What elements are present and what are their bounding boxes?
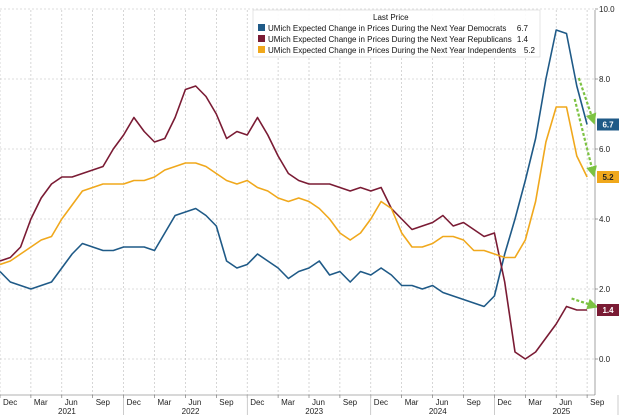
x-tick-label: Mar	[405, 398, 419, 407]
x-tick-label: Dec	[497, 398, 511, 407]
y-tick-label: 6.0	[599, 145, 611, 154]
last-value-tag-democrats	[597, 118, 619, 131]
trend-arrow-democrats	[577, 77, 597, 125]
x-tick-label: Jun	[312, 398, 325, 407]
last-value-label-republicans: 1.4	[602, 306, 614, 315]
last-value-tag-independents	[597, 171, 619, 183]
series-line-independents	[0, 106, 588, 266]
series-line-republicans	[0, 85, 588, 360]
trend-arrow-independents	[573, 98, 597, 178]
x-tick-label: Dec	[3, 398, 17, 407]
y-tick-label: 4.0	[599, 215, 611, 224]
legend-swatch-independents	[258, 46, 265, 53]
trend-arrows	[571, 77, 599, 310]
x-tick-label: Dec	[374, 398, 388, 407]
x-tick-label: Jun	[436, 398, 449, 407]
x-tick-label: Jun	[65, 398, 78, 407]
legend-swatch-democrats	[258, 24, 265, 31]
x-tick-label: Sep	[467, 398, 482, 407]
x-tick-label: Jun	[188, 398, 201, 407]
x-axis: Dec Mar Jun Sep Dec Mar Jun Sep Dec Mar Jun Sep Dec M…	[0, 394, 619, 416]
last-value-tag-republicans	[597, 304, 619, 316]
legend: Last Price UMich Expected Change in Pric…	[252, 9, 541, 58]
series-line-democrats	[0, 29, 588, 308]
legend-label-republicans: UMich Expected Change in Prices During t…	[268, 35, 512, 44]
trend-arrow-republicans	[571, 297, 599, 310]
x-tick-label: Sep	[219, 398, 234, 407]
legend-box	[252, 9, 541, 58]
y-tick-label: 0.0	[599, 355, 611, 364]
x-tick-label: Sep	[343, 398, 358, 407]
last-value-label-independents: 5.2	[602, 173, 614, 182]
y-tick-label: 10.0	[599, 5, 615, 14]
legend-label-independents: UMich Expected Change in Prices During t…	[268, 46, 516, 55]
x-year-label: 2024	[429, 407, 447, 416]
last-value-labels: 6.7 1.4 5.2	[597, 118, 619, 316]
x-tick-label: Mar	[528, 398, 542, 407]
x-year-label: 2021	[58, 407, 76, 416]
legend-label-democrats: UMich Expected Change in Prices During t…	[268, 24, 506, 33]
x-year-label: 2022	[182, 407, 200, 416]
x-tick-label: Dec	[250, 398, 264, 407]
legend-swatch-republicans	[258, 35, 265, 42]
x-tick-label: Jun	[559, 398, 572, 407]
x-tick-label: Mar	[158, 398, 172, 407]
legend-title: Last Price	[373, 13, 409, 22]
y-axis: 0.0 2.0 4.0 6.0 8.0 10.0	[594, 5, 615, 395]
legend-last-democrats: 6.7	[517, 24, 529, 33]
y-tick-label: 8.0	[599, 75, 611, 84]
series-lines	[0, 29, 588, 360]
x-tick-label: Mar	[281, 398, 295, 407]
x-year-label: 2023	[305, 407, 323, 416]
last-value-label-democrats: 6.7	[602, 121, 614, 130]
x-tick-label: Mar	[34, 398, 48, 407]
x-tick-label: Sep	[590, 398, 605, 407]
x-tick-label: Dec	[127, 398, 141, 407]
legend-last-independents: 5.2	[524, 46, 536, 55]
legend-last-republicans: 1.4	[517, 35, 529, 44]
y-tick-label: 2.0	[599, 285, 611, 294]
x-year-label: 2025	[552, 407, 570, 416]
grid	[0, 8, 595, 395]
x-tick-label: Sep	[96, 398, 111, 407]
